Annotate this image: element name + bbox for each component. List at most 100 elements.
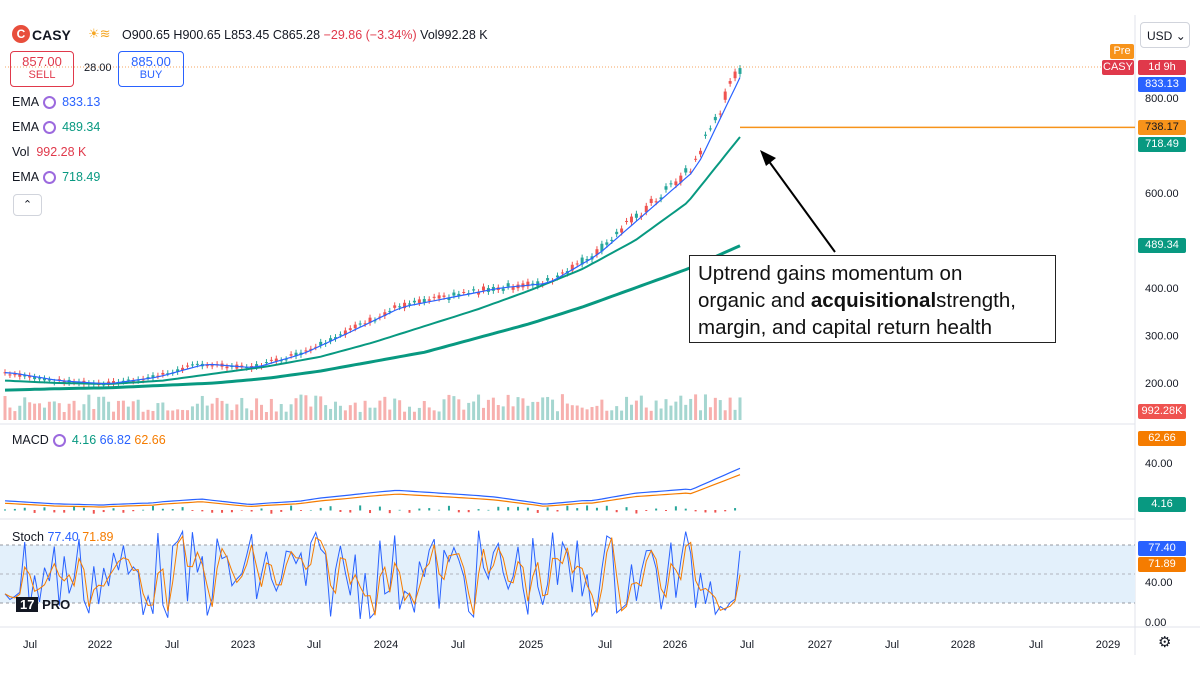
candle-body — [738, 68, 742, 74]
volume-bar — [102, 396, 106, 420]
sell-price: 857.00 — [22, 54, 62, 69]
buy-button[interactable]: 885.00 BUY — [118, 51, 184, 87]
symbol-title[interactable]: CASY — [32, 27, 71, 43]
candle-body — [649, 198, 653, 203]
macd-histogram-bar — [319, 507, 322, 511]
indicator-macd[interactable]: MACD 4.16 66.82 62.66 — [12, 433, 166, 447]
volume-bar — [516, 397, 520, 420]
volume-bar — [121, 400, 125, 420]
refresh-icon[interactable] — [43, 171, 57, 184]
indicator-volume[interactable]: Vol 992.28 K — [12, 145, 86, 159]
volume-bar — [92, 408, 96, 420]
volume-bar — [319, 396, 323, 420]
volume-bar — [195, 403, 199, 420]
macd-histogram-bar — [487, 509, 490, 511]
volume-bar — [738, 397, 742, 420]
volume-bar — [215, 397, 219, 420]
volume-bar — [23, 397, 27, 420]
volume-bar — [615, 406, 619, 420]
time-axis-tick: Jul — [740, 639, 754, 651]
macd-histogram-bar — [674, 506, 677, 511]
macd-histogram-bar — [270, 510, 273, 514]
refresh-icon[interactable] — [43, 121, 57, 134]
price-change: −29.86 (−3.34%) — [323, 28, 417, 42]
macd-histogram-bar — [161, 508, 164, 511]
macd-histogram-bar — [13, 508, 16, 511]
volume-bar — [708, 407, 712, 420]
macd-histogram-bar — [655, 508, 658, 511]
macd-histogram-bar — [704, 510, 707, 513]
volume-bar — [353, 402, 357, 420]
candle-body — [57, 379, 61, 381]
ema1-value: 833.13 — [62, 95, 101, 109]
candle-body — [634, 213, 638, 218]
candle-body — [181, 367, 185, 370]
indicator-ema-2[interactable]: EMA 489.34 — [12, 120, 100, 134]
volume-bar — [462, 409, 466, 420]
flags-icon[interactable]: ☀≋ — [88, 26, 111, 41]
volume-bar — [422, 401, 426, 420]
candle-body — [462, 291, 466, 293]
currency-select[interactable]: USD ⌄ — [1140, 22, 1190, 48]
candle-body — [580, 257, 584, 265]
volume-bar — [684, 404, 688, 420]
candle-body — [526, 281, 530, 287]
candle-body — [629, 216, 633, 223]
macd-hist-tag: 4.16 — [1138, 497, 1186, 512]
candle-body — [28, 375, 32, 378]
ema1-label: EMA — [12, 95, 40, 109]
candle-body — [432, 296, 436, 298]
candle-body — [600, 243, 604, 252]
ema-mid-line — [4, 136, 741, 385]
candle-body — [407, 303, 411, 305]
stoch-k-line — [4, 529, 741, 620]
candle-body — [575, 263, 579, 265]
volume-bar — [595, 405, 599, 420]
annotation-box: Uptrend gains momentum on organic and ac… — [689, 255, 1056, 343]
annotation-line-1: Uptrend gains momentum on — [698, 262, 963, 285]
time-axis-tick: Jul — [598, 639, 612, 651]
macd-histogram-bar — [734, 508, 737, 511]
ema3-label: EMA — [12, 170, 40, 184]
settings-icon[interactable]: ⚙ — [1158, 634, 1172, 651]
macd-histogram-bar — [605, 505, 608, 511]
candle-body — [560, 272, 564, 274]
volume-bar — [289, 404, 293, 420]
candle-body — [674, 181, 678, 186]
indicator-stoch[interactable]: Stoch 77.40 71.89 — [12, 530, 114, 544]
volume-bar — [279, 404, 283, 420]
candle-body — [605, 242, 609, 245]
indicator-ema-3[interactable]: EMA 718.49 — [12, 170, 100, 184]
ema3-tag: 718.49 — [1138, 137, 1186, 152]
macd-histogram-bar — [398, 509, 401, 511]
macd-histogram-bar — [221, 510, 224, 513]
collapse-legend-button[interactable]: ⌃ — [13, 194, 42, 216]
volume-bar — [486, 399, 490, 420]
volume-bar — [437, 411, 441, 420]
macd-histogram-bar — [309, 509, 312, 511]
volume-bar — [87, 394, 91, 420]
candle-body — [8, 374, 12, 376]
refresh-icon[interactable] — [52, 434, 66, 447]
sell-button[interactable]: 857.00 SELL — [10, 51, 74, 87]
macd-histogram-bar — [53, 510, 56, 513]
candle-body — [121, 380, 125, 382]
candle-body — [38, 378, 42, 380]
buy-price: 885.00 — [131, 54, 171, 69]
volume-bar — [171, 410, 175, 420]
ema2-value: 489.34 — [62, 120, 101, 134]
volume-bar — [294, 398, 298, 420]
candle-body — [699, 150, 703, 155]
candle-body — [511, 287, 515, 290]
candle-body — [417, 299, 421, 303]
volume-bar — [156, 403, 160, 420]
refresh-icon[interactable] — [43, 96, 57, 109]
volume-bar — [205, 405, 209, 420]
volume-bar — [77, 410, 81, 420]
macd-histogram-bar — [378, 506, 381, 511]
candle-body — [506, 283, 510, 287]
candle-body — [33, 376, 37, 380]
indicator-ema-1[interactable]: EMA 833.13 — [12, 95, 100, 109]
annotation-text-bold: acquisitional — [810, 289, 937, 312]
